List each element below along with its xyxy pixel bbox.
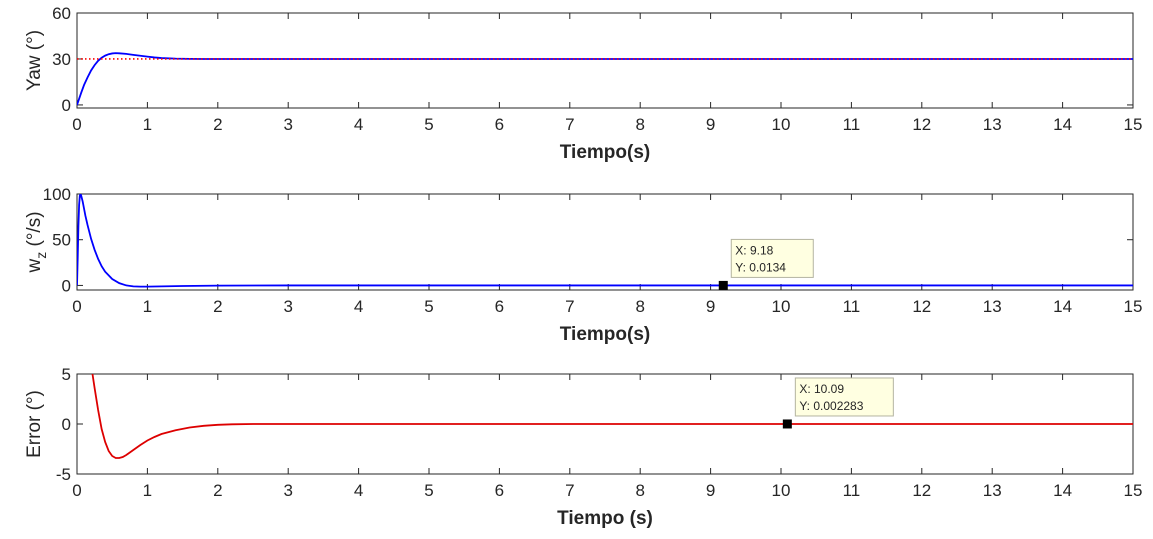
- x-tick-label: 6: [495, 481, 504, 500]
- x-tick-label: 8: [635, 115, 644, 134]
- datatip-y-label: Y: 0.0134: [735, 260, 786, 274]
- x-tick-label: 0: [72, 115, 81, 134]
- datatip-y-label: Y: 0.002283: [799, 399, 863, 413]
- x-tick-label: 13: [983, 481, 1002, 500]
- x-tick-label: 11: [843, 115, 861, 134]
- x-axis-label: Tiempo(s): [560, 142, 650, 163]
- x-tick-label: 0: [72, 481, 81, 500]
- x-tick-label: 3: [283, 115, 292, 134]
- x-tick-label: 3: [283, 481, 292, 500]
- x-tick-label: 12: [912, 297, 931, 316]
- x-tick-label: 2: [213, 481, 222, 500]
- x-tick-label: 2: [213, 115, 222, 134]
- x-tick-label: 10: [772, 481, 791, 500]
- datatip-box[interactable]: [794, 377, 894, 417]
- x-tick-label: 8: [635, 297, 644, 316]
- axes-box: [76, 193, 1134, 291]
- x-tick-label: 5: [424, 481, 433, 500]
- x-tick-label: 15: [1124, 481, 1143, 500]
- x-tick-label: 11: [843, 297, 861, 316]
- x-tick-label: 4: [354, 297, 363, 316]
- series-line-1: [91, 374, 1133, 459]
- y-axis-label: wz (°/s): [24, 211, 49, 273]
- x-tick-label: 7: [565, 115, 574, 134]
- subplot-1: 0 1 2 3 4 5 6 7 8 9 10 11 12 13 14 1503060Tiempo(s)Yaw …: [24, 4, 1142, 163]
- x-tick-label: 12: [912, 481, 931, 500]
- y-tick-label: 0: [62, 415, 71, 434]
- datatip-x-label: X: 9.18: [735, 243, 773, 257]
- x-tick-label: 3: [283, 297, 292, 316]
- y-tick-label: 0: [62, 96, 71, 115]
- y-axis-label-unit: (°/s): [24, 211, 45, 251]
- y-axis-label-main: Yaw (°): [24, 30, 45, 91]
- x-tick-label: 4: [354, 115, 363, 134]
- x-tick-label: 5: [424, 297, 433, 316]
- x-tick-label: 8: [635, 481, 644, 500]
- x-tick-label: 7: [565, 481, 574, 500]
- x-tick-label: 13: [983, 297, 1002, 316]
- x-tick-label: 7: [565, 297, 574, 316]
- x-tick-label: 1: [143, 297, 152, 316]
- axes-box: [76, 12, 1134, 109]
- datatip-marker[interactable]: [782, 419, 792, 429]
- datatip-box[interactable]: [730, 238, 814, 278]
- y-tick-label: 5: [62, 365, 71, 384]
- x-tick-label: 14: [1053, 115, 1072, 134]
- x-tick-label: 5: [424, 115, 433, 134]
- x-tick-label: 1: [143, 481, 152, 500]
- x-tick-label: 1: [143, 115, 152, 134]
- y-axis-label-subscript: z: [33, 252, 49, 259]
- y-tick-label: -5: [56, 465, 71, 484]
- x-tick-label: 10: [772, 297, 791, 316]
- x-axis-label: Tiempo(s): [560, 324, 650, 345]
- x-tick-label: 6: [495, 115, 504, 134]
- x-tick-label: 14: [1053, 297, 1072, 316]
- y-tick-label: 30: [52, 50, 71, 69]
- y-axis-label: Yaw (°): [24, 30, 45, 91]
- x-tick-label: 2: [213, 297, 222, 316]
- series-line-1: [77, 52, 1133, 106]
- x-tick-label: 11: [843, 481, 861, 500]
- x-axis-label: Tiempo (s): [557, 508, 653, 529]
- y-axis-label-main: w: [24, 259, 45, 274]
- x-tick-label: 10: [772, 115, 791, 134]
- x-tick-label: 9: [706, 481, 715, 500]
- x-tick-label: 9: [706, 115, 715, 134]
- x-tick-label: 6: [495, 297, 504, 316]
- y-tick-label: 50: [52, 231, 71, 250]
- x-tick-label: 4: [354, 481, 363, 500]
- y-tick-label: 60: [52, 4, 71, 23]
- x-tick-label: 15: [1124, 115, 1143, 134]
- x-tick-label: 15: [1124, 297, 1143, 316]
- x-tick-label: 0: [72, 297, 81, 316]
- x-tick-label: 13: [983, 115, 1002, 134]
- y-axis-label: Error (°): [24, 390, 45, 458]
- y-axis-label-main: Error (°): [24, 390, 45, 458]
- y-tick-label: 100: [43, 185, 71, 204]
- x-tick-label: 12: [912, 115, 931, 134]
- y-tick-label: 0: [62, 276, 71, 295]
- x-tick-label: 14: [1053, 481, 1072, 500]
- series-line-1: [77, 194, 1133, 288]
- datatip-marker[interactable]: [718, 280, 728, 290]
- x-tick-label: 9: [706, 297, 715, 316]
- datatip-x-label: X: 10.09: [799, 382, 844, 396]
